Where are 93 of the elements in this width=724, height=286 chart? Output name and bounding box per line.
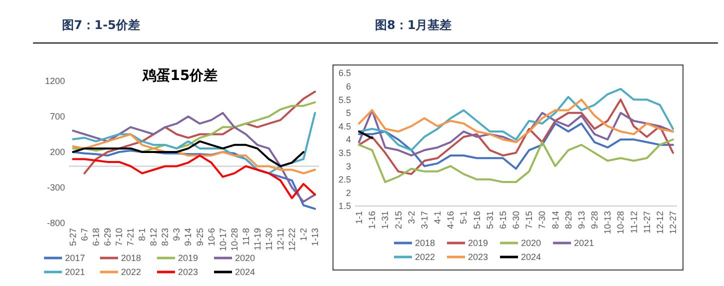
line-series [72,133,316,174]
x-tick-label: 11-27 [642,211,652,234]
y-tick-label: 700 [50,112,65,122]
x-tick-label: 11-30 [264,228,274,250]
x-tick-label: 6-29 [102,228,113,246]
chart-subtitle: 鸡蛋15价差 [141,68,218,84]
chart-title: 图8：1月基差 [375,18,452,32]
x-tick-label: 12-11 [275,228,286,250]
x-tick-label: 5-1 [458,211,469,224]
x-tick-label: 10-17 [218,228,228,252]
x-tick-label: 1-1 [354,211,364,224]
x-tick-label: 4-1 [432,211,442,224]
x-tick-label: 11-12 [628,211,639,234]
x-tick-label: 12-12 [654,211,665,234]
line-series [72,140,304,168]
x-tick-label: 10-28 [616,211,626,234]
legend-label: 2017 [65,253,86,264]
y-tick-label: 4.5 [338,121,351,132]
x-tick-label: 6-30 [511,211,521,230]
y-tick-label: 3 [346,161,351,172]
x-tick-label: 5-27 [68,228,78,246]
legend-label: 2024 [521,252,542,262]
x-tick-label: 8-14 [550,211,560,230]
x-tick-label: 10-28 [229,228,240,252]
y-tick-label: 4 [346,134,351,145]
y-tick-label: 1.5 [338,201,351,212]
x-tick-label: 7-15 [524,211,534,230]
line-series [72,112,316,203]
x-tick-label: 9-28 [590,211,600,230]
y-tick-label: 5.5 [338,94,351,105]
y-tick-label: 2 [346,188,351,198]
legend-label: 2023 [178,267,198,278]
y-tick-label: 6.5 [338,68,351,78]
x-tick-label: 8-29 [563,211,574,230]
legend-label: 2022 [415,252,436,262]
x-tick-label: 8-12 [148,228,159,246]
x-tick-label: 1-16 [367,211,378,230]
x-tick-label: 11-19 [252,228,262,250]
line-series [84,90,316,174]
legend-label: 2018 [121,253,142,264]
y-tick-label: 6 [346,81,351,92]
x-tick-label: 7-10 [114,228,124,246]
line-series [358,98,674,176]
legend-label: 2021 [65,267,86,278]
x-tick-label: 6-7 [80,228,90,242]
x-tick-label: 8-1 [137,228,148,242]
y-tick-label: 3.5 [338,148,351,158]
y-tick-label: 200 [50,147,65,158]
legend-label: 2020 [521,238,542,248]
x-tick-label: 5-16 [472,211,482,230]
line-series [72,154,316,200]
x-tick-label: 5-31 [484,211,495,230]
x-tick-label: 4-16 [446,211,456,230]
x-tick-label: 10-13 [602,211,613,234]
x-tick-label: 9-3 [172,228,182,242]
legend-label: 2022 [121,267,142,278]
x-tick-label: 1-2 [298,228,308,242]
x-tick-label: 11-8 [240,228,251,246]
y-tick-label: 5 [346,108,351,118]
legend-label: 2024 [235,267,256,278]
x-tick-label: 8-23 [160,228,170,246]
chart-title: 图7：1-5价差 [62,18,140,32]
line-series [358,122,674,170]
legend-label: 2019 [178,253,198,264]
legend-label: 2018 [415,238,436,248]
x-tick-label: 1-13 [310,228,320,246]
x-tick-label: 1-31 [380,211,390,230]
legend-label: 2020 [235,253,256,264]
x-tick-label: 9-25 [194,228,205,246]
x-tick-label: 12-22 [286,228,297,252]
x-tick-label: 3-17 [419,211,430,230]
x-tick-label: 9-14 [183,228,194,246]
x-tick-label: 7-30 [537,211,548,230]
legend-label: 2021 [574,238,594,248]
x-tick-label: 12-27 [668,211,678,234]
x-tick-label: 3-2 [406,211,416,224]
line-series [358,88,674,152]
x-tick-label: 6-15 [498,211,508,230]
line-series [358,138,674,184]
y-tick-label: 1200 [44,76,65,86]
y-tick-label: -300 [46,182,65,193]
x-tick-label: 7-21 [126,228,136,246]
line-series [358,98,674,144]
x-tick-label: 6-18 [91,228,102,246]
x-tick-label: 2-15 [393,211,404,230]
x-tick-label: 10-6 [206,228,216,246]
legend-label: 2023 [468,252,488,262]
y-tick-label: 2.5 [338,174,351,185]
line-series [72,112,316,174]
legend-label: 2019 [468,238,488,248]
y-tick-label: -800 [46,218,65,228]
line-series [358,109,674,156]
x-tick-label: 9-13 [576,211,586,230]
